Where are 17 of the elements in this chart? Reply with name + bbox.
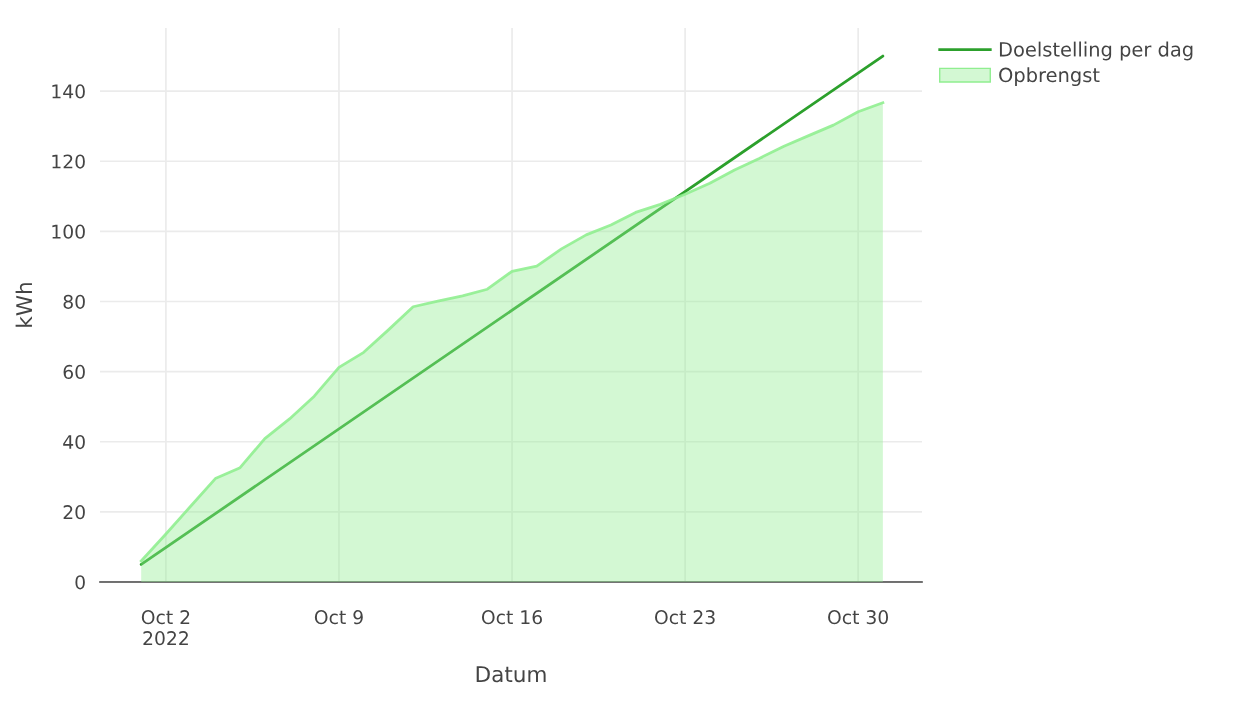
- y-tick-label: 140: [52, 84, 85, 99]
- y-tick-label: 80: [63, 294, 85, 309]
- y-axis-title: kWh: [15, 283, 32, 327]
- y-tick-label: 100: [52, 224, 85, 239]
- x-tick-label: Oct 9: [314, 610, 363, 625]
- legend-label: Opbrengst: [999, 67, 1100, 87]
- x-axis-title: Datum: [476, 666, 546, 683]
- y-tick-label: 60: [63, 364, 85, 380]
- x-tick-label: Oct 16: [481, 610, 542, 625]
- x-tick-label: Oct 2 2022: [141, 610, 190, 646]
- y-tick-label: 120: [52, 154, 85, 169]
- y-tick-label: 0: [75, 575, 85, 590]
- x-tick-label: Oct 30: [828, 610, 889, 625]
- y-tick-label: 20: [63, 505, 85, 520]
- y-tick-label: 40: [63, 434, 85, 450]
- legend-label: Doelstelling per dag: [999, 41, 1193, 61]
- x-tick-label: Oct 23: [655, 610, 715, 625]
